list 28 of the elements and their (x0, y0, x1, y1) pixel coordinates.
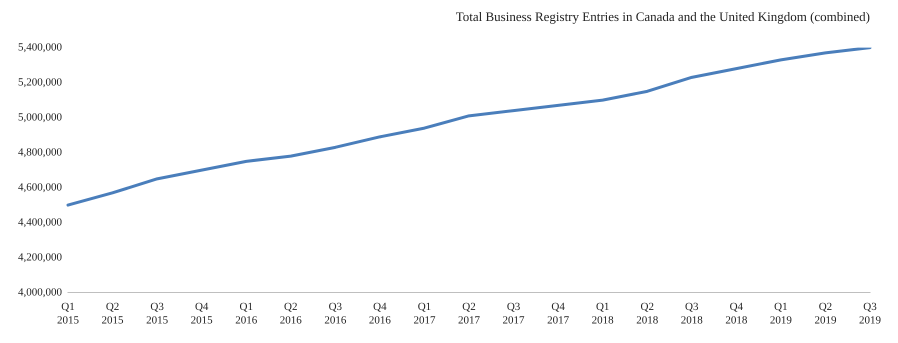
x-tick-label: Q2 2018 (636, 301, 659, 326)
y-tick-label: 4,400,000 (18, 216, 62, 228)
x-tick-label: Q2 2017 (458, 301, 480, 326)
y-tick-label: 4,200,000 (18, 251, 62, 264)
x-tick-label: Q4 2016 (368, 301, 392, 326)
x-tick-label: Q2 2016 (280, 301, 302, 326)
y-tick-label: 5,000,000 (18, 111, 62, 124)
x-tick-label: Q3 2018 (680, 301, 704, 326)
y-tick-label: 4,800,000 (18, 146, 62, 158)
chart-title: Total Business Registry Entries in Canada and the United Kingdom (combined) (456, 9, 870, 24)
x-tick-label: Q4 2015 (190, 301, 214, 326)
y-tick-label: 4,600,000 (18, 181, 62, 194)
y-tick-label: 5,200,000 (18, 76, 62, 88)
x-tick-label: Q2 2015 (102, 301, 124, 326)
x-tick-label: Q3 2015 (146, 301, 169, 326)
x-tick-label: Q4 2018 (725, 301, 748, 326)
x-tick-label: Q1 2016 (235, 301, 258, 326)
x-tick-label: Q1 2019 (770, 301, 792, 326)
x-tick-label: Q3 2017 (502, 301, 526, 326)
y-tick-label: 5,400,000 (18, 41, 62, 54)
x-tick-label: Q2 2019 (814, 301, 837, 326)
y-tick-label: 4,000,000 (18, 286, 62, 298)
x-tick-label: Q1 2017 (413, 301, 436, 326)
x-tick-label: Q3 2016 (324, 301, 347, 326)
x-tick-label: Q4 2017 (547, 301, 570, 326)
x-tick-label: Q1 2015 (57, 301, 80, 326)
x-tick-label: Q1 2018 (592, 301, 614, 326)
x-tick-label: Q3 2019 (859, 301, 882, 326)
